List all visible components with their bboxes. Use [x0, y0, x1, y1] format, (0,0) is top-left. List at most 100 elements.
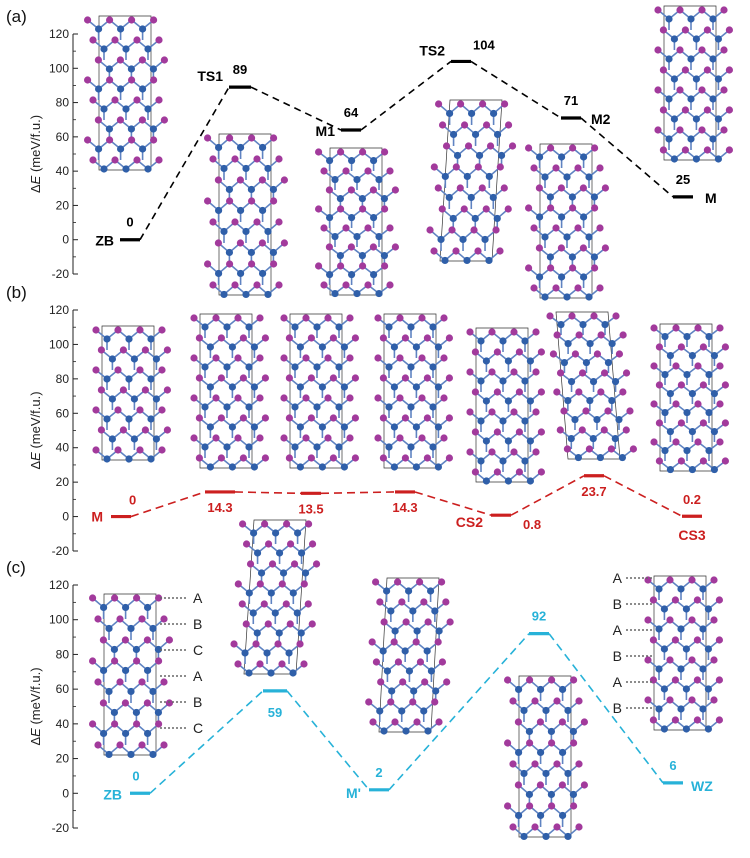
atom-anion [671, 676, 680, 684]
atom-anion [532, 328, 540, 336]
atom-cation [398, 707, 406, 715]
atom-cation [100, 165, 108, 173]
structure-b-m [92, 325, 171, 463]
atom-cation [449, 214, 457, 223]
atom-cation [250, 463, 258, 471]
state-name-label: TS2 [419, 42, 445, 58]
atom-cation [688, 389, 697, 398]
atom-cation [564, 706, 572, 715]
atom-anion [160, 741, 168, 749]
atom-cation [490, 109, 498, 118]
atom-cation [296, 463, 304, 471]
atom-cation [353, 232, 361, 241]
atom-anion [268, 560, 277, 568]
structure-c-zb [89, 593, 173, 759]
atom-anion [537, 388, 546, 396]
atom-anion [158, 406, 166, 414]
atom-cation [144, 45, 152, 53]
atom-anion [466, 328, 474, 336]
atom-anion [89, 594, 97, 602]
atom-anion [532, 408, 540, 416]
atom-cation [125, 415, 133, 423]
atom-cation [385, 363, 393, 371]
atom-cation [293, 609, 301, 617]
atom-anion [94, 678, 102, 686]
atom-anion [470, 226, 478, 234]
atom-anion [97, 346, 105, 354]
atom-cation [245, 669, 253, 677]
atom-cation [541, 173, 549, 181]
atom-cation [536, 213, 544, 221]
atom-cation [206, 463, 214, 471]
atom-anion [308, 540, 317, 548]
atom-cation [380, 194, 388, 203]
atom-cation [574, 453, 583, 462]
atom-anion [158, 446, 166, 454]
atom-anion [195, 414, 203, 422]
atom-cation [429, 363, 437, 371]
atom-cation [376, 707, 384, 715]
atom-cation [147, 415, 155, 423]
atom-anion [582, 407, 590, 415]
atom-anion [423, 334, 431, 342]
atom-cation [318, 383, 326, 391]
atom-cation [139, 145, 147, 153]
atom-cation [228, 383, 236, 391]
atom-cation [201, 403, 209, 411]
atom-cation [253, 549, 262, 557]
atom-cation [705, 332, 713, 341]
atom-anion [531, 760, 539, 768]
atom-cation [223, 323, 231, 331]
atom-anion [644, 696, 652, 704]
atom-cation [412, 463, 420, 471]
atom-anion [547, 144, 555, 152]
atom-anion [526, 739, 534, 747]
y-tick-label: 40 [56, 717, 70, 731]
atom-cation [709, 15, 717, 23]
atom-cation [683, 446, 691, 455]
atom-cation [407, 323, 415, 331]
atom-cation [149, 687, 157, 696]
atom-anion [510, 368, 518, 376]
atom-cation [489, 193, 497, 202]
atom-anion [418, 354, 426, 362]
atom-anion [89, 156, 97, 164]
atom-anion [165, 636, 173, 644]
atom-anion [256, 660, 264, 668]
atom-anion [390, 638, 398, 646]
atom-cation [564, 396, 572, 405]
atom-anion [688, 576, 696, 584]
unit-cell-outline [555, 311, 621, 460]
atom-anion [671, 716, 680, 724]
atom-anion [89, 657, 97, 665]
y-axis-label-symbol: E [28, 728, 43, 737]
atom-anion [396, 354, 404, 362]
atom-anion [401, 454, 409, 462]
atom-anion [504, 121, 513, 129]
atom-anion [212, 434, 220, 442]
pathway-connector [510, 475, 585, 516]
atom-anion [474, 247, 482, 255]
stacking-label-wz: B [613, 700, 622, 716]
atom-anion [136, 326, 144, 334]
atom-cation [95, 25, 103, 33]
atom-anion [248, 260, 256, 268]
atom-cation [223, 443, 231, 451]
atom-cation [297, 629, 305, 637]
atom-cation [427, 587, 435, 595]
atom-cation [687, 15, 695, 23]
atom-anion [155, 657, 163, 665]
energy-value-label: 104 [473, 37, 495, 52]
atom-anion [116, 615, 124, 623]
atom-cation [705, 370, 713, 379]
atom-anion [256, 394, 264, 402]
atom-cation [670, 75, 679, 83]
atom-anion [725, 66, 734, 74]
atom-anion [486, 142, 495, 150]
state-name-label: WZ [691, 778, 713, 794]
atom-cation [385, 403, 393, 411]
atom-cation [499, 337, 507, 345]
atom-cation [358, 194, 366, 203]
atom-cation [380, 251, 388, 260]
